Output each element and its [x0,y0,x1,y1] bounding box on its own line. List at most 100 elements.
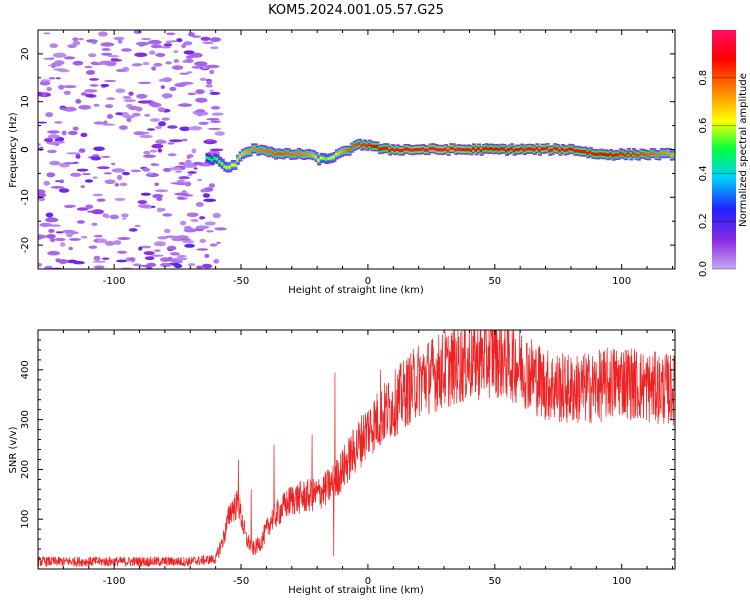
noise-blob [133,30,142,34]
noise-blob [40,79,51,82]
ridge-halo [675,149,679,159]
ridge-core [560,147,565,151]
colorbar-tick-label: 0.2 [698,213,709,229]
noise-blob [140,192,151,196]
snr-axes: -100 -50 0 50 100 100 200 300 400 [20,329,675,587]
noise-blob [169,252,180,256]
noise-blob [208,183,215,188]
ridge-core [530,147,535,151]
noise-blob [167,153,177,157]
noise-blob [93,255,101,261]
noise-blob [187,263,196,267]
ridge-core [261,148,266,152]
noise-blob [190,219,199,222]
noise-blob [50,186,65,189]
ridge-core [586,151,591,155]
noise-blob [111,162,116,166]
noise-blob [197,178,203,182]
x-tick-label: 50 [488,276,501,287]
noise-blob [176,196,185,200]
noise-blob [38,143,41,146]
ridge-core [347,149,352,153]
ridge-core [657,153,662,157]
noise-blob [186,212,199,218]
ridge-core [274,153,278,157]
noise-blob [60,242,66,247]
noise-blob [84,65,93,69]
ridge-core [345,149,350,153]
noise-blob [52,52,67,58]
noise-blob [196,248,209,251]
ridge-core [621,152,626,156]
ridge-core [525,147,530,151]
x-tick-label: 100 [612,576,631,587]
noise-blob [85,204,94,209]
ridge-core [624,153,629,157]
noise-blob [132,112,141,117]
noise-blob [147,39,162,45]
ridge-core [512,149,517,153]
ridge-core [248,149,253,153]
ridge-core [606,153,611,157]
ridge-core [634,153,639,157]
noise-blob [207,127,222,130]
y-tick-label: 200 [20,460,31,479]
ridge-core [243,151,248,155]
noise-blob [38,234,44,240]
ridge-core [659,151,664,155]
noise-blob [178,176,190,180]
noise-blob [199,238,207,243]
ridge-core [441,148,446,152]
snr-marks [38,330,675,568]
noise-blob [213,258,220,264]
snr-series-line [38,330,675,568]
noise-blob [193,167,198,170]
ridge-core [499,147,504,151]
noise-blob [190,52,203,58]
noise-blob [59,107,67,111]
noise-blob [202,193,210,198]
noise-blob [147,172,153,175]
ridge-core [210,158,215,162]
noise-blob [195,109,206,113]
ridge-core [334,152,339,156]
noise-blob [167,245,177,251]
noise-blob [117,237,131,240]
noise-blob [161,117,170,121]
noise-blob [214,131,225,136]
ridge-core [654,153,659,157]
noise-blob [209,91,221,95]
noise-blob [53,68,67,71]
ridge-core [609,152,613,156]
ridge-core [494,147,499,151]
noise-blob [151,163,160,167]
noise-blob [53,60,65,66]
snr-xlabel: Height of straight line (km) [288,585,424,596]
noise-blob [142,61,150,66]
noise-blob [105,61,117,67]
ridge-core [484,146,489,150]
ridge-core [568,147,573,151]
ridge-core [675,152,679,155]
ridge-core [408,148,413,152]
ridge-core [446,149,451,153]
noise-blob [209,89,214,92]
noise-blob [195,202,204,207]
noise-blob [76,168,89,172]
noise-blob [184,243,196,248]
noise-blob [165,32,176,36]
noise-blob [76,207,89,211]
noise-blob [167,125,178,129]
ridge-core [527,147,532,151]
ridge-core [614,153,619,157]
noise-blob [122,171,130,176]
noise-blob [92,176,98,179]
y-tick-label: 400 [20,360,31,379]
noise-blob [78,104,92,110]
ridge-core [233,163,238,167]
noise-blob [154,249,161,253]
noise-blob [45,217,59,223]
ridge-core [578,149,583,153]
noise-blob [179,72,190,75]
ridge-core [647,153,652,157]
